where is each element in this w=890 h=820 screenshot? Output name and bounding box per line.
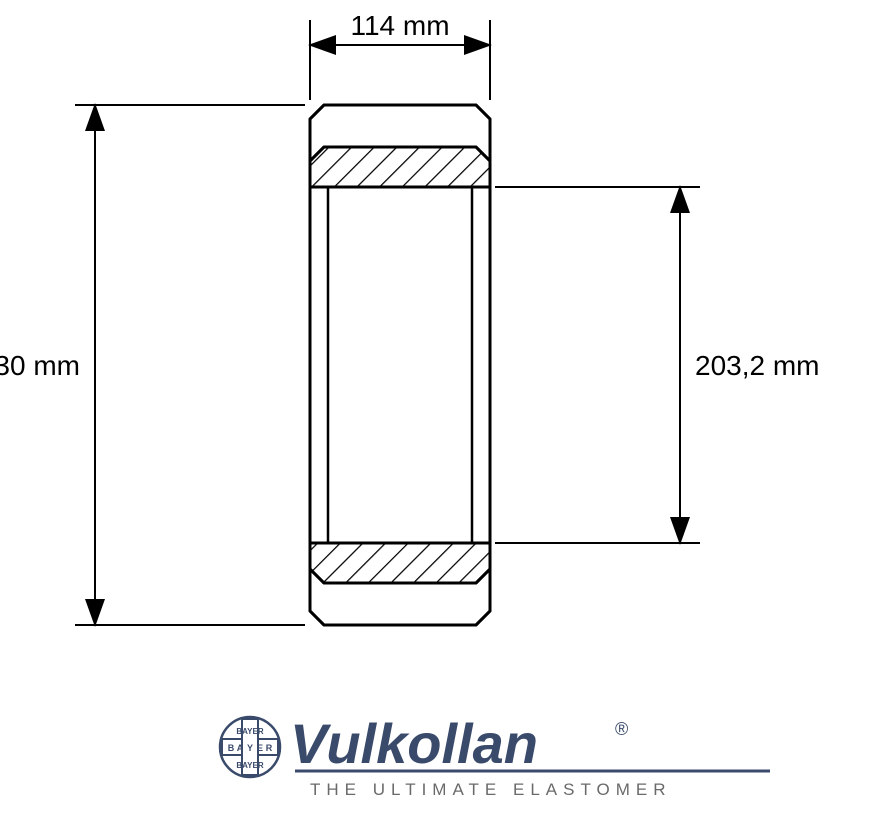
technical-drawing: 114 mm 330 mm 203,2 mm BAYER BAYER B A Y	[0, 0, 890, 820]
bayer-top-text: BAYER	[236, 727, 263, 736]
dimension-inner-height: 203,2 mm	[495, 187, 820, 543]
svg-text:Y: Y	[247, 743, 253, 753]
bayer-logo-icon: BAYER BAYER B A Y E R	[220, 717, 280, 777]
inner-height-label: 203,2 mm	[695, 350, 820, 381]
width-label: 114 mm	[350, 10, 449, 41]
svg-text:B: B	[228, 743, 235, 753]
bottom-hatch-band	[310, 543, 490, 583]
outer-height-label: 330 mm	[0, 350, 80, 381]
brand-logo: BAYER BAYER B A Y E R Vulkollan ® THE UL…	[220, 712, 770, 799]
bayer-bottom-text: BAYER	[236, 761, 263, 770]
svg-text:A: A	[237, 743, 244, 753]
svg-text:E: E	[257, 743, 263, 753]
wheel-cross-section	[310, 105, 490, 625]
dimension-outer-height: 330 mm	[0, 105, 305, 625]
dimension-width: 114 mm	[310, 10, 490, 100]
registered-mark: ®	[615, 719, 628, 739]
drawing-svg: 114 mm 330 mm 203,2 mm BAYER BAYER B A Y	[0, 0, 890, 820]
top-hatch-band	[310, 147, 490, 187]
svg-text:R: R	[266, 743, 273, 753]
brand-tagline: THE ULTIMATE ELASTOMER	[310, 780, 672, 799]
brand-name: Vulkollan	[290, 712, 538, 775]
